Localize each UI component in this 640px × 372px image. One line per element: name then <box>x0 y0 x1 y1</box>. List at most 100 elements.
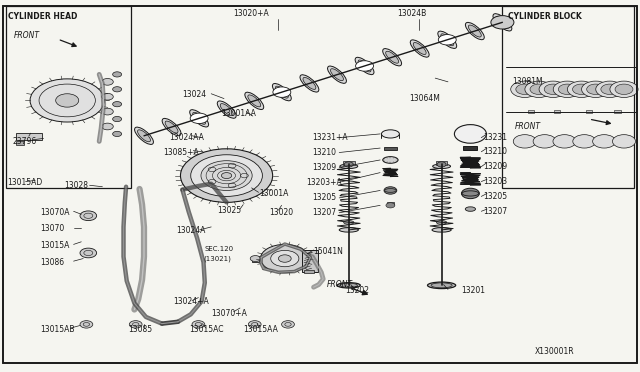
Text: 13015AB: 13015AB <box>40 325 75 334</box>
Bar <box>502 6 634 188</box>
Text: 13209: 13209 <box>483 162 508 171</box>
Text: 13203: 13203 <box>483 177 508 186</box>
Ellipse shape <box>431 283 452 288</box>
Text: 13015A: 13015A <box>40 241 70 250</box>
Circle shape <box>250 256 260 262</box>
Bar <box>528 110 534 113</box>
Text: 13015AD: 13015AD <box>8 178 43 187</box>
Circle shape <box>102 78 113 85</box>
Ellipse shape <box>493 14 512 31</box>
Ellipse shape <box>383 49 401 66</box>
Bar <box>384 147 397 150</box>
Text: 13210: 13210 <box>312 148 337 157</box>
Circle shape <box>437 162 446 167</box>
Text: 13231: 13231 <box>483 133 507 142</box>
Text: FRONT: FRONT <box>14 31 40 40</box>
Circle shape <box>285 323 291 326</box>
Circle shape <box>191 155 262 196</box>
Text: 13001AA: 13001AA <box>221 109 255 118</box>
Circle shape <box>80 211 97 221</box>
Circle shape <box>612 135 636 148</box>
Text: (13021): (13021) <box>204 255 232 262</box>
Circle shape <box>30 79 104 122</box>
Circle shape <box>84 250 93 256</box>
Text: 13001A: 13001A <box>259 189 289 198</box>
Circle shape <box>56 94 79 107</box>
Ellipse shape <box>386 51 399 63</box>
Ellipse shape <box>428 282 456 289</box>
Circle shape <box>582 81 610 97</box>
Ellipse shape <box>381 130 399 138</box>
Text: 13070A: 13070A <box>40 208 70 217</box>
Text: 23796: 23796 <box>13 137 37 146</box>
Ellipse shape <box>328 66 346 83</box>
Ellipse shape <box>358 60 371 72</box>
Circle shape <box>593 135 616 148</box>
Circle shape <box>248 321 261 328</box>
Text: 13209: 13209 <box>312 163 337 172</box>
Bar <box>554 110 560 113</box>
Ellipse shape <box>134 127 154 144</box>
Text: 13024A: 13024A <box>176 226 205 235</box>
Circle shape <box>568 81 596 97</box>
Bar <box>252 256 259 262</box>
Circle shape <box>344 162 353 167</box>
Ellipse shape <box>344 221 354 224</box>
Ellipse shape <box>340 164 358 169</box>
Ellipse shape <box>300 75 319 92</box>
Ellipse shape <box>432 228 451 232</box>
Circle shape <box>80 248 97 258</box>
Circle shape <box>113 131 122 137</box>
Bar <box>16 133 42 140</box>
Circle shape <box>558 84 576 94</box>
Text: 13015AC: 13015AC <box>189 325 223 334</box>
Text: 13081M: 13081M <box>512 77 543 86</box>
Text: 13024B: 13024B <box>397 9 426 17</box>
Ellipse shape <box>248 95 260 107</box>
Text: 13203+A: 13203+A <box>306 178 342 187</box>
Circle shape <box>525 81 553 97</box>
Ellipse shape <box>165 121 178 133</box>
Text: 13015AA: 13015AA <box>243 325 278 334</box>
Ellipse shape <box>189 110 209 127</box>
Text: 13085: 13085 <box>128 325 152 334</box>
Circle shape <box>438 35 456 45</box>
Text: CYLINDER BLOCK: CYLINDER BLOCK <box>508 12 581 21</box>
Circle shape <box>201 161 252 190</box>
Circle shape <box>102 93 113 100</box>
Ellipse shape <box>433 164 451 169</box>
Text: 13202: 13202 <box>346 286 370 295</box>
Circle shape <box>282 321 294 328</box>
Ellipse shape <box>330 69 344 81</box>
Text: 13064M: 13064M <box>410 94 440 103</box>
Ellipse shape <box>340 283 357 287</box>
Ellipse shape <box>303 77 316 89</box>
Circle shape <box>278 255 291 262</box>
Text: 13070: 13070 <box>40 224 65 233</box>
Text: 13207: 13207 <box>483 207 508 216</box>
Circle shape <box>113 116 122 122</box>
Circle shape <box>113 87 122 92</box>
Bar <box>343 161 355 165</box>
Text: 13207: 13207 <box>312 208 337 217</box>
Circle shape <box>454 125 486 143</box>
Ellipse shape <box>339 228 358 232</box>
Circle shape <box>102 123 113 130</box>
Ellipse shape <box>468 25 481 37</box>
Circle shape <box>511 81 539 97</box>
Circle shape <box>461 188 479 199</box>
Ellipse shape <box>337 283 360 288</box>
Ellipse shape <box>217 101 236 118</box>
Ellipse shape <box>273 83 291 101</box>
Text: 13070+A: 13070+A <box>211 309 247 318</box>
Circle shape <box>273 87 291 97</box>
Text: 13085+A: 13085+A <box>163 148 199 157</box>
Circle shape <box>491 16 514 29</box>
Ellipse shape <box>162 118 181 136</box>
Text: 15041N: 15041N <box>314 247 344 256</box>
Text: 13210: 13210 <box>483 147 507 156</box>
Bar <box>387 202 394 205</box>
Circle shape <box>356 61 374 71</box>
Ellipse shape <box>436 221 447 224</box>
Circle shape <box>113 102 122 107</box>
